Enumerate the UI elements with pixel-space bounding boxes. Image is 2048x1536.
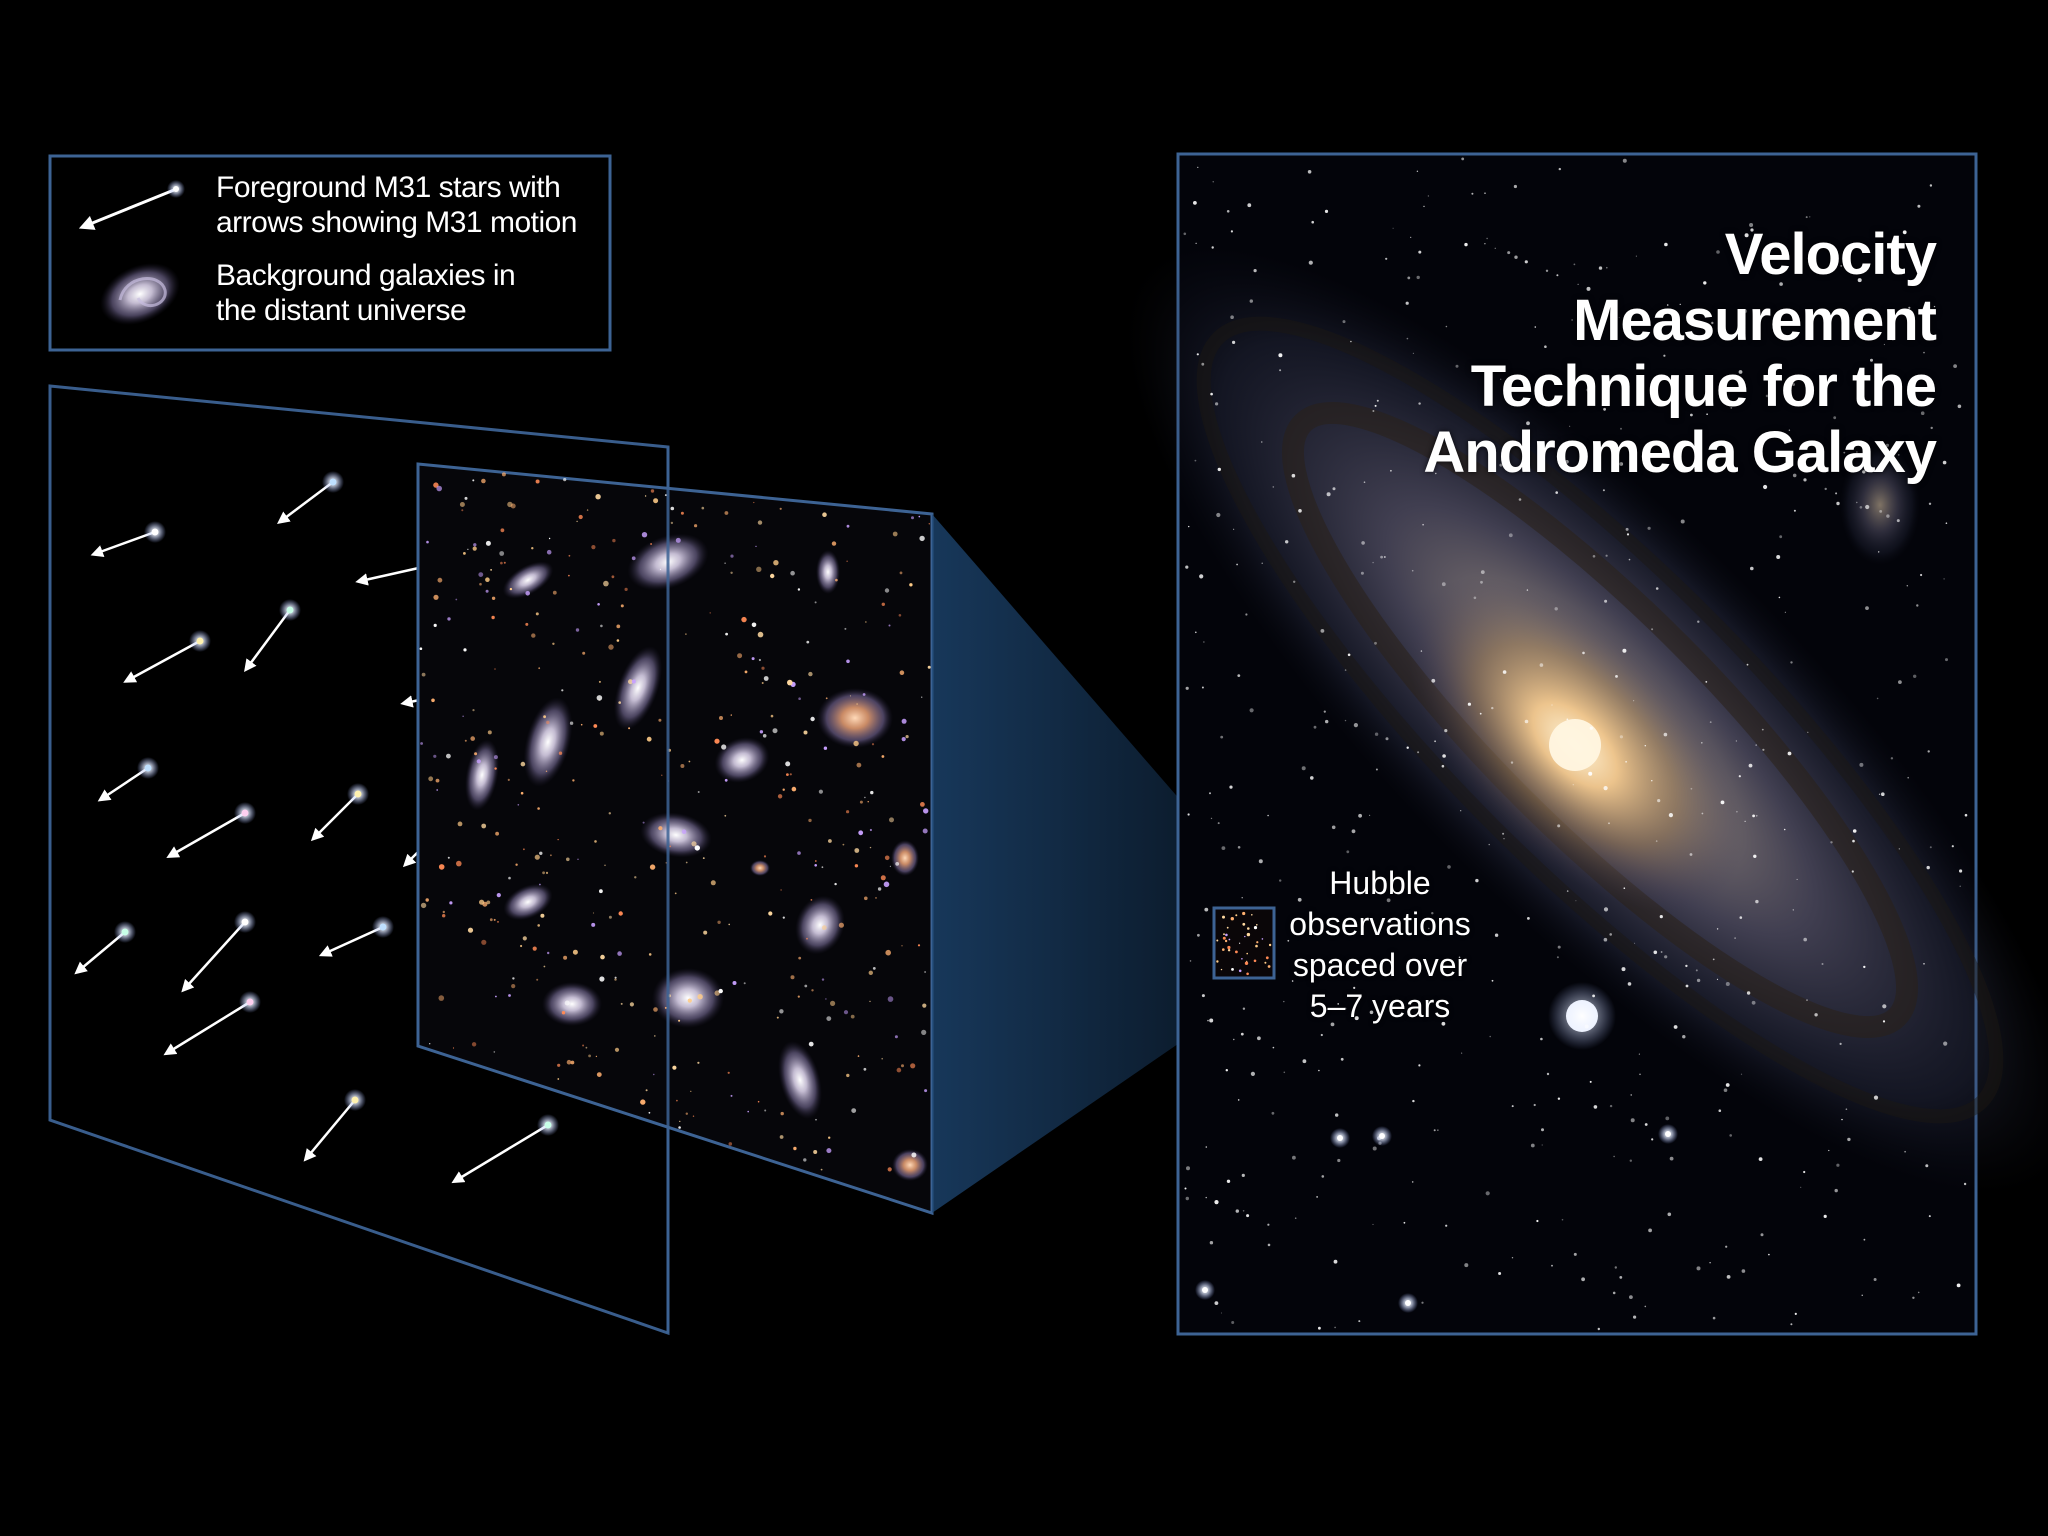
foreground-star xyxy=(97,757,159,802)
background-galaxy xyxy=(817,688,893,748)
foreground-star xyxy=(318,916,394,957)
background-galaxy xyxy=(503,883,553,921)
title-line-1: Velocity xyxy=(1724,222,1937,287)
spiral-galaxy-icon xyxy=(100,263,180,325)
background-galaxies xyxy=(465,533,928,1181)
hubble-field-marker xyxy=(1212,906,1276,980)
legend-galaxy-line-1: Background galaxies in xyxy=(216,259,516,292)
background-galaxy xyxy=(613,646,663,730)
hubble-line-2: observations xyxy=(1289,906,1471,942)
foreground-star xyxy=(163,991,261,1056)
legend-star-label: Foreground M31 stars with arrows showing… xyxy=(216,170,578,240)
star-with-motion-arrow-icon xyxy=(78,180,185,230)
background-galaxy xyxy=(523,697,573,787)
hubble-line-3: spaced over xyxy=(1292,947,1468,983)
foreground-star xyxy=(310,783,369,842)
title-line-2: Measurement xyxy=(1573,288,1937,353)
background-galaxy xyxy=(714,737,770,783)
andromeda-galaxy xyxy=(1125,245,2048,1195)
legend-star-line-1: Foreground M31 stars with xyxy=(216,171,561,204)
foreground-star xyxy=(90,521,166,558)
hubble-line-4: 5–7 years xyxy=(1309,988,1451,1024)
background-galaxy xyxy=(892,1149,928,1181)
background-galaxy xyxy=(778,1041,822,1119)
foreground-star xyxy=(244,599,301,673)
foreground-star xyxy=(123,630,211,683)
foreground-star xyxy=(277,471,344,524)
background-galaxy xyxy=(891,840,919,876)
andromeda-starfield xyxy=(1183,157,1968,1331)
background-galaxy xyxy=(502,561,554,599)
background-galaxy xyxy=(816,550,840,594)
background-galaxy xyxy=(652,968,724,1028)
background-galaxy xyxy=(465,739,499,811)
background-galaxy xyxy=(542,982,602,1026)
title-line-3: Technique for the xyxy=(1470,354,1937,419)
foreground-star xyxy=(166,802,256,858)
deep-field-stars xyxy=(419,472,931,1172)
zoom-beam xyxy=(932,514,1274,1213)
foreground-star xyxy=(74,921,136,975)
hubble-line-1: Hubble xyxy=(1329,865,1431,901)
background-galaxy xyxy=(795,895,845,955)
foreground-star xyxy=(303,1089,366,1162)
legend-star-line-2: arrows showing M31 motion xyxy=(216,206,578,239)
background-galaxy xyxy=(750,860,770,876)
legend-galaxy-label: Background galaxies in the distant unive… xyxy=(216,258,516,328)
foreground-star xyxy=(451,1114,559,1184)
foreground-star xyxy=(181,911,256,993)
title-line-4: Andromeda Galaxy xyxy=(1423,420,1937,485)
legend-galaxy-line-2: the distant universe xyxy=(216,294,467,327)
